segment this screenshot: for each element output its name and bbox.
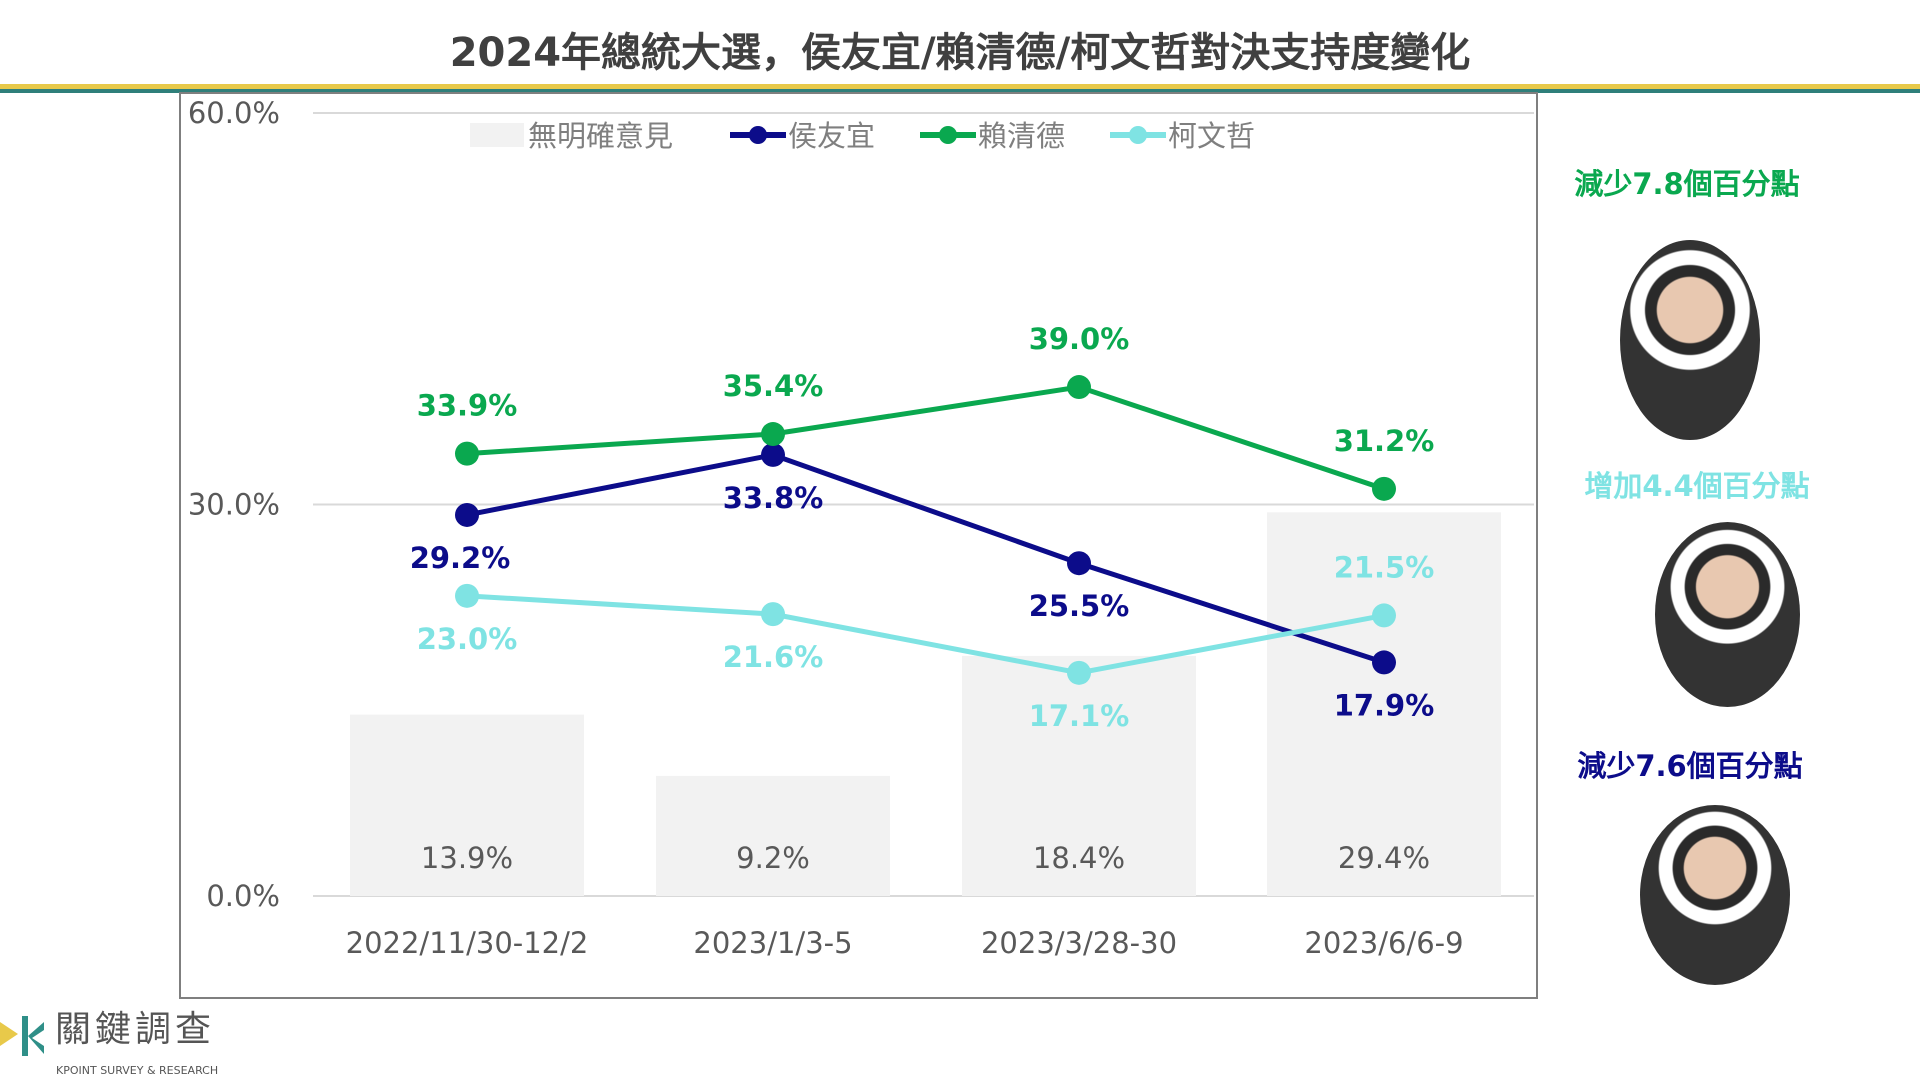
plot-frame (179, 92, 1538, 999)
legend-marker (939, 126, 957, 144)
header-divider-teal (0, 89, 1920, 93)
line-data-label: 29.2% (410, 541, 511, 575)
data-point (455, 441, 479, 466)
bar-no-opinion (350, 714, 584, 896)
photo-lai (1620, 240, 1760, 440)
legend-label: 無明確意見 (528, 119, 673, 153)
note-lai: 減少7.8個百分點 (1574, 167, 1800, 201)
y-tick-label: 0.0% (206, 879, 280, 913)
line-2 (466, 384, 1385, 492)
line-data-label: 25.5% (1029, 589, 1130, 623)
line-data-label: 17.1% (1029, 699, 1130, 733)
line-data-label: 31.2% (1334, 424, 1435, 458)
line-data-label: 39.0% (1029, 322, 1130, 356)
data-point (761, 422, 785, 447)
data-point (1067, 551, 1091, 576)
line-data-label: 21.5% (1334, 550, 1435, 584)
bar-data-label: 9.2% (736, 841, 810, 875)
line-data-label: 21.6% (723, 640, 824, 674)
photo-ko (1655, 522, 1800, 707)
data-point (455, 583, 479, 608)
legend-marker (749, 126, 767, 144)
bar-data-label: 18.4% (1033, 841, 1125, 875)
line-data-label: 33.9% (417, 389, 518, 423)
x-tick-label: 2022/11/30-12/2 (346, 926, 589, 960)
legend-label: 賴清德 (978, 119, 1065, 153)
legend-label: 柯文哲 (1168, 119, 1255, 153)
y-tick-label: 60.0% (188, 96, 280, 130)
x-tick-label: 2023/1/3-5 (693, 926, 852, 960)
bar-no-opinion (656, 775, 890, 896)
data-point (1372, 603, 1396, 628)
y-tick-label: 30.0% (188, 488, 280, 522)
data-point (761, 442, 785, 467)
line-data-label: 35.4% (723, 369, 824, 403)
data-point (1372, 650, 1396, 675)
kpoint-logo-icon (0, 1016, 44, 1056)
note-hou: 減少7.6個百分點 (1577, 749, 1803, 783)
x-tick-label: 2023/3/28-30 (981, 926, 1177, 960)
bar-data-label: 29.4% (1338, 841, 1430, 875)
x-tick-label: 2023/6/6-9 (1304, 926, 1463, 960)
photo-hou (1640, 805, 1790, 985)
line-1 (466, 452, 1385, 665)
data-point (455, 502, 479, 527)
line-data-label: 17.9% (1334, 688, 1435, 722)
data-point (1372, 476, 1396, 501)
legend-label: 侯友宜 (788, 119, 875, 153)
note-ko: 增加4.4個百分點 (1584, 469, 1810, 503)
data-point (1067, 375, 1091, 400)
line-data-label: 33.8% (723, 481, 824, 515)
bar-data-label: 13.9% (421, 841, 513, 875)
logo-text: 關鍵調查 (55, 1009, 216, 1050)
line-data-label: 23.0% (417, 622, 518, 656)
legend-swatch (470, 123, 524, 147)
bar-no-opinion (1267, 512, 1501, 896)
legend-marker (1129, 126, 1147, 144)
line-3 (466, 593, 1385, 676)
data-point (1067, 660, 1091, 685)
bar-no-opinion (962, 655, 1196, 896)
logo-subtext: KPOINT SURVEY & RESEARCH (56, 1064, 219, 1077)
chart-title: 2024年總統大選，侯友宜/賴清德/柯文哲對決支持度變化 (449, 30, 1471, 76)
header-divider-yellow (0, 84, 1920, 89)
data-point (761, 602, 785, 627)
